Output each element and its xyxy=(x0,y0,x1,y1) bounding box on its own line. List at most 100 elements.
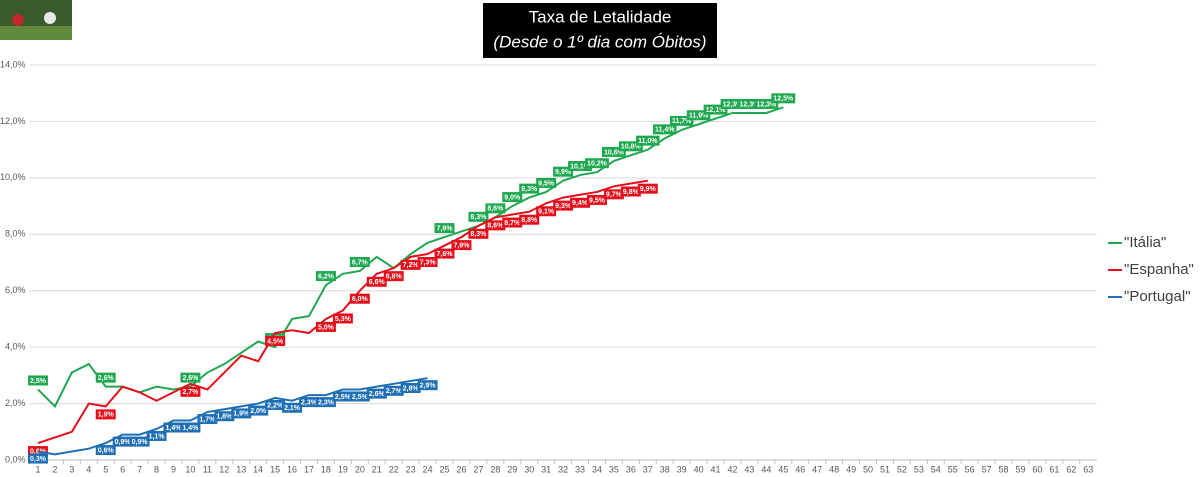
data-label-text: 7,6% xyxy=(437,251,454,258)
data-label-box xyxy=(95,372,116,383)
x-tick-label: 58 xyxy=(999,464,1009,474)
data-label-text: 2,6% xyxy=(182,375,199,382)
data-label: 9,3% xyxy=(519,183,540,194)
data-label: 9,9% xyxy=(637,183,658,194)
x-tick-label: 8 xyxy=(154,464,159,474)
data-label-text: 8,8% xyxy=(521,217,538,224)
x-tick-label: 20 xyxy=(355,464,365,474)
data-label: 2,5% xyxy=(332,391,353,402)
data-label-text: 9,9% xyxy=(640,186,657,193)
x-tick-label: 37 xyxy=(643,464,653,474)
chart-subtitle: (Desde o 1º dia com Óbitos) xyxy=(493,32,706,51)
data-label: 8,6% xyxy=(485,220,506,231)
data-label-text: 4,5% xyxy=(267,338,284,345)
legend-label: "Espanha" xyxy=(1124,261,1194,278)
data-label-text: 11,0% xyxy=(638,138,658,145)
data-label: 5,0% xyxy=(315,321,336,332)
data-label-box xyxy=(27,375,48,386)
data-label: 6,2% xyxy=(315,271,336,282)
data-label: 9,8% xyxy=(620,186,641,197)
data-label: 9,4% xyxy=(570,197,591,208)
data-label-text: 6,8% xyxy=(386,273,403,280)
data-label: 10,6% xyxy=(601,146,626,157)
x-tick-label: 48 xyxy=(829,464,839,474)
data-label: 2,7% xyxy=(180,386,201,397)
data-label: 6,8% xyxy=(383,271,404,282)
data-label-box xyxy=(536,206,557,217)
data-label-text: 9,7% xyxy=(606,192,623,199)
data-label: 8,3% xyxy=(468,211,489,222)
data-label-box xyxy=(180,422,201,433)
data-label-text: 1,4% xyxy=(182,425,199,432)
data-label: 2,7% xyxy=(383,385,404,396)
data-label-box xyxy=(485,203,506,214)
x-tick-label: 60 xyxy=(1032,464,1042,474)
x-tick-label: 32 xyxy=(558,464,568,474)
data-label-text: 2,5% xyxy=(335,394,352,401)
data-label-text: 6,0% xyxy=(352,296,369,303)
data-label-text: 1,4% xyxy=(166,425,183,432)
data-label-text: 12,1% xyxy=(706,107,727,114)
data-label-box xyxy=(686,110,711,121)
data-label-text: 1,9% xyxy=(98,412,115,419)
data-label-box xyxy=(214,411,235,422)
y-tick-label: 12,0% xyxy=(0,116,26,126)
data-label: 2,6% xyxy=(180,372,201,383)
data-label-text: 7,9% xyxy=(453,242,470,249)
data-label: 2,8% xyxy=(400,383,421,393)
data-label-box xyxy=(568,161,592,172)
data-label: 6,6% xyxy=(366,276,387,287)
x-tick-label: 18 xyxy=(321,464,331,474)
data-label-text: 7,9% xyxy=(437,225,454,232)
data-label-text: 10,2% xyxy=(587,161,608,168)
x-tick-label: 33 xyxy=(575,464,585,474)
data-label: 9,1% xyxy=(536,206,557,217)
y-tick-label: 6,0% xyxy=(5,285,26,295)
x-tick-label: 7 xyxy=(137,464,142,474)
y-tick-label: 0,0% xyxy=(5,454,26,464)
data-label-box xyxy=(265,399,286,410)
data-label-text: 0,9% xyxy=(115,439,132,446)
x-tick-label: 57 xyxy=(982,464,992,474)
data-label: 1,8% xyxy=(214,411,235,422)
x-tick-label: 46 xyxy=(795,464,805,474)
data-label-box xyxy=(417,257,438,268)
data-label-box xyxy=(451,240,472,251)
data-label-box xyxy=(366,276,387,287)
chart-title: Taxa de Letalidade xyxy=(529,7,672,26)
x-tick-label: 12 xyxy=(219,464,229,474)
x-tick-label: 22 xyxy=(389,464,399,474)
data-label-box xyxy=(315,321,336,332)
data-label-text: 9,8% xyxy=(623,189,640,196)
data-label-text: 10,6% xyxy=(604,149,625,156)
x-tick-label: 26 xyxy=(456,464,466,474)
data-label: 11,9% xyxy=(686,110,711,121)
data-label: 2,6% xyxy=(366,388,387,399)
x-tick-label: 21 xyxy=(372,464,382,474)
data-label: 12,3% xyxy=(720,98,745,109)
legend-label: "Portugal" xyxy=(1124,288,1191,305)
x-tick-label: 54 xyxy=(931,464,941,474)
x-tick-label: 51 xyxy=(880,464,890,474)
data-label-text: 2,1% xyxy=(284,405,301,412)
data-label: 12,1% xyxy=(703,104,728,115)
x-tick-label: 61 xyxy=(1049,464,1059,474)
x-tick-label: 29 xyxy=(507,464,517,474)
data-label-text: 10,8% xyxy=(621,144,642,151)
data-label-text: 9,3% xyxy=(555,203,572,210)
data-label: 1,7% xyxy=(197,414,218,425)
data-label-text: 8,7% xyxy=(504,220,521,227)
data-label: 8,6% xyxy=(485,203,506,214)
data-label-text: 8,6% xyxy=(487,206,504,213)
data-label: 9,5% xyxy=(586,194,607,205)
data-label-box xyxy=(434,248,455,259)
data-label-box xyxy=(332,313,353,324)
x-tick-label: 25 xyxy=(440,464,450,474)
logo-figure xyxy=(12,14,24,26)
data-label-text: 0,3% xyxy=(30,456,47,463)
data-label: 1,4% xyxy=(180,422,201,433)
data-label-text: 2,3% xyxy=(301,399,318,406)
data-label: 12,3% xyxy=(754,98,779,109)
data-label: 2,1% xyxy=(282,402,303,413)
